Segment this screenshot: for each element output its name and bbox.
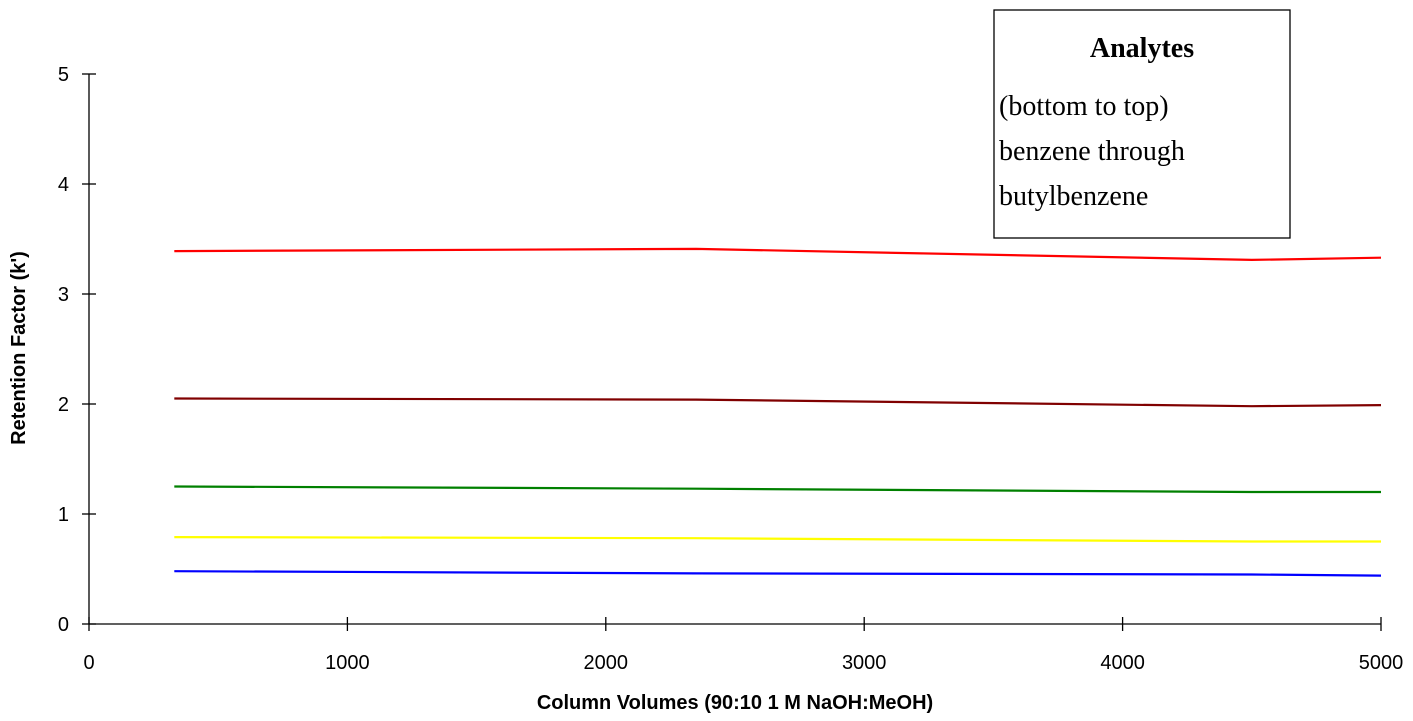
x-tick-label: 4000 xyxy=(1100,652,1145,674)
y-tick-label: 4 xyxy=(58,174,69,196)
series-line-1 xyxy=(174,570,1382,577)
series-line-4 xyxy=(174,397,1382,408)
series-group xyxy=(174,247,1382,577)
series-line-5 xyxy=(174,247,1382,261)
x-ticks: 0 1000 2000 3000 4000 5000 xyxy=(83,617,1403,674)
series-line-3 xyxy=(174,485,1381,494)
y-tick-label: 1 xyxy=(58,504,69,526)
x-tick-label: 2000 xyxy=(584,652,629,674)
legend-box: Analytes (bottom to top) benzene through… xyxy=(993,9,1291,239)
y-tick-label: 3 xyxy=(58,284,69,306)
x-tick-label: 0 xyxy=(83,652,94,674)
y-tick-label: 2 xyxy=(58,394,69,416)
y-axis-title: Retention Factor (k') xyxy=(8,251,30,445)
x-axis-title: Column Volumes (90:10 1 M NaOH:MeOH) xyxy=(537,692,933,714)
legend-line-1: (bottom to top) xyxy=(999,91,1169,122)
legend-title: Analytes xyxy=(1090,33,1194,64)
legend-line-3: butylbenzene xyxy=(999,181,1148,212)
x-tick-label: 1000 xyxy=(325,652,370,674)
x-tick-label: 3000 xyxy=(842,652,887,674)
y-tick-label: 0 xyxy=(58,614,69,636)
y-ticks: 0 1 2 3 4 5 xyxy=(58,64,96,636)
series-line-2 xyxy=(174,535,1381,543)
legend-frame xyxy=(993,9,1291,239)
x-tick-label: 5000 xyxy=(1359,652,1404,674)
y-tick-label: 5 xyxy=(58,64,69,86)
legend-line-2: benzene through xyxy=(999,136,1185,167)
axes xyxy=(88,74,1381,625)
